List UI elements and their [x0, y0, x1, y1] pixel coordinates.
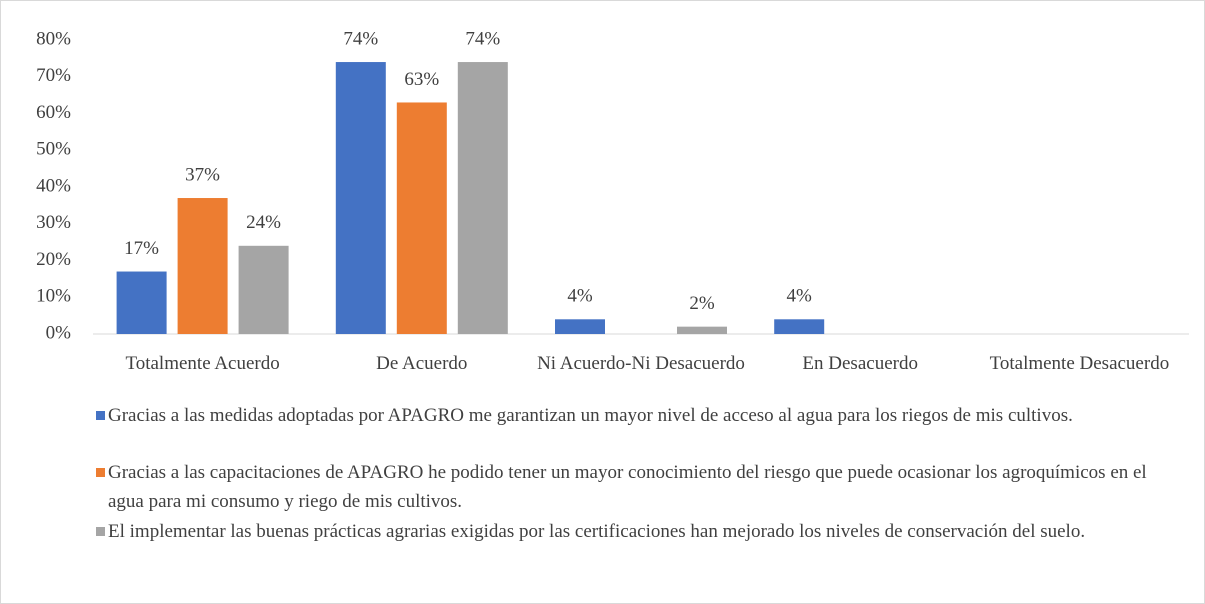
- bar: [238, 245, 289, 334]
- x-tick-label: Totalmente Desacuerdo: [989, 353, 1170, 374]
- data-label: 4%: [567, 286, 593, 307]
- legend-entry: El implementar las buenas prácticas agra…: [96, 517, 1158, 546]
- bar: [396, 102, 447, 334]
- data-label: 63%: [404, 69, 439, 90]
- legend-entry: Gracias a las medidas adoptadas por APAG…: [96, 401, 1158, 430]
- x-tick-label: Totalmente Acuerdo: [125, 353, 280, 374]
- x-tick-label: Ni Acuerdo-Ni Desacuerdo: [537, 353, 745, 374]
- y-tick-label: 30%: [36, 212, 71, 233]
- y-tick-label: 20%: [36, 249, 71, 270]
- data-label: 74%: [465, 28, 500, 49]
- bar: [177, 198, 228, 334]
- legend-label: El implementar las buenas prácticas agra…: [108, 521, 1086, 542]
- data-label: 37%: [185, 164, 220, 185]
- data-label: 17%: [124, 238, 159, 259]
- y-tick-label: 0%: [46, 322, 72, 343]
- data-label: 24%: [246, 212, 281, 233]
- data-label: 2%: [689, 293, 715, 314]
- y-tick-label: 60%: [36, 102, 71, 123]
- legend-label: Gracias a las capacitaciones de APAGRO h…: [108, 462, 1147, 512]
- bar: [116, 271, 167, 334]
- y-tick-label: 70%: [36, 65, 71, 86]
- data-label: 4%: [787, 286, 813, 307]
- y-tick-label: 50%: [36, 139, 71, 160]
- bar: [774, 319, 825, 334]
- bar: [457, 62, 508, 335]
- legend-swatch: [96, 527, 105, 536]
- bar: [335, 62, 386, 335]
- x-tick-label: En Desacuerdo: [802, 353, 918, 374]
- x-tick-label: De Acuerdo: [376, 353, 468, 374]
- legend-entry: Gracias a las capacitaciones de APAGRO h…: [96, 458, 1158, 516]
- y-tick-label: 40%: [36, 175, 71, 196]
- bar: [555, 319, 605, 334]
- y-tick-label: 10%: [36, 286, 71, 307]
- legend-swatch: [96, 411, 105, 420]
- legend-swatch: [96, 468, 105, 477]
- legend-label: Gracias a las medidas adoptadas por APAG…: [108, 405, 1073, 426]
- data-label: 74%: [343, 28, 378, 49]
- bar: [677, 326, 727, 334]
- y-tick-label: 80%: [36, 28, 71, 49]
